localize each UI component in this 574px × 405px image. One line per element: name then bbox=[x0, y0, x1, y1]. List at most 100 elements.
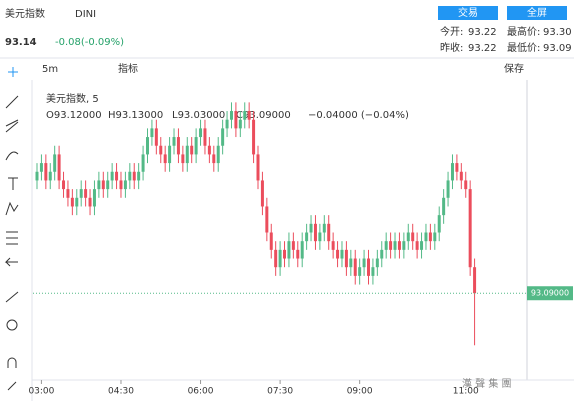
change: -0.08(-0.09%) bbox=[55, 37, 124, 48]
candle-body bbox=[256, 154, 260, 181]
candle-body bbox=[260, 180, 264, 207]
candle-body bbox=[393, 241, 397, 250]
candle-body bbox=[318, 232, 322, 242]
tools[interactable] bbox=[4, 67, 19, 391]
candle-body bbox=[194, 137, 198, 155]
candle-body bbox=[62, 180, 66, 190]
candle-body bbox=[327, 223, 331, 242]
fullscreen-label[interactable]: 全屏 bbox=[527, 6, 547, 19]
candle-body bbox=[203, 128, 207, 146]
candle-body bbox=[48, 171, 52, 181]
save[interactable]: 保存 bbox=[504, 62, 524, 75]
candle-body bbox=[119, 180, 123, 190]
watermark: 漢 聲 集 團 bbox=[462, 377, 512, 390]
indicators[interactable]: 指标 bbox=[118, 62, 138, 75]
candle-body bbox=[221, 128, 225, 146]
candle-body bbox=[384, 241, 388, 250]
candle-body bbox=[176, 137, 180, 155]
price: 93.14 bbox=[5, 37, 37, 48]
candle-body bbox=[437, 215, 441, 233]
last-price-tag bbox=[527, 286, 573, 301]
stat-label: 今开: bbox=[440, 25, 463, 38]
candle-body bbox=[424, 232, 428, 242]
last-price-label: 93.09000 bbox=[531, 289, 569, 298]
candle-body bbox=[380, 249, 384, 259]
symbol: DINI bbox=[75, 9, 96, 20]
candle-body bbox=[216, 145, 220, 164]
x-tick-label: 04:30 bbox=[108, 387, 134, 397]
candle-body bbox=[57, 154, 61, 181]
candle-body bbox=[97, 180, 101, 190]
fullscreen-button[interactable] bbox=[507, 6, 567, 20]
trade-button[interactable] bbox=[438, 6, 498, 20]
legend-high: H93.13000 bbox=[108, 110, 163, 121]
x-tick-label: 03:00 bbox=[28, 387, 54, 397]
x-tick-label: 07:30 bbox=[267, 387, 293, 397]
candle-body bbox=[84, 189, 88, 198]
candle-body bbox=[154, 128, 158, 146]
candle-body bbox=[181, 154, 185, 164]
stat-label: 最低价: bbox=[507, 41, 540, 54]
candle-body bbox=[146, 137, 149, 155]
candle-body bbox=[168, 145, 172, 164]
legend-open: O93.12000 bbox=[46, 110, 102, 121]
candle-body bbox=[353, 258, 357, 276]
candle-body bbox=[428, 232, 432, 242]
candle-body bbox=[229, 111, 233, 120]
legend-low: L93.03000 bbox=[172, 110, 225, 121]
x-tick-label: 11:00 bbox=[453, 387, 479, 397]
candle-body bbox=[411, 232, 415, 242]
candle-body bbox=[238, 119, 242, 129]
candle-body bbox=[296, 249, 300, 259]
candle-body bbox=[106, 180, 110, 190]
candle-body bbox=[137, 171, 141, 181]
candle-body bbox=[185, 145, 189, 164]
candle-body bbox=[101, 180, 105, 190]
title: 美元指数 bbox=[5, 7, 45, 20]
interval[interactable]: 5m bbox=[42, 64, 58, 75]
stat-value: 93.22 bbox=[468, 27, 497, 38]
candle-body bbox=[367, 258, 370, 276]
candle-body bbox=[389, 241, 393, 250]
candle-body bbox=[402, 241, 406, 250]
candle-body bbox=[455, 163, 459, 172]
candle-body bbox=[464, 180, 468, 190]
candle-body bbox=[473, 267, 477, 294]
candle-body bbox=[159, 145, 163, 155]
stat-value: 93.09 bbox=[543, 43, 572, 54]
candle-body bbox=[110, 171, 114, 181]
candle-body bbox=[92, 189, 96, 207]
candle-body bbox=[150, 128, 154, 138]
candle-body bbox=[269, 232, 273, 250]
candle-body bbox=[225, 119, 229, 129]
candle-body bbox=[415, 241, 419, 250]
candle-body bbox=[243, 111, 247, 120]
candle-body bbox=[163, 154, 167, 164]
candle-body bbox=[207, 145, 211, 155]
candle-body bbox=[331, 241, 335, 250]
trade-label[interactable]: 交易 bbox=[458, 6, 478, 19]
candle-body bbox=[190, 145, 194, 155]
stat-value: 93.30 bbox=[543, 27, 572, 38]
candle-body bbox=[450, 163, 454, 181]
candle-body bbox=[199, 128, 203, 138]
candle-body bbox=[442, 197, 446, 216]
candle-body bbox=[252, 119, 256, 155]
candle-body bbox=[53, 154, 57, 172]
candle-body bbox=[66, 189, 70, 198]
stat-label: 最高价: bbox=[507, 25, 540, 38]
candle-body bbox=[375, 258, 379, 268]
stat-value: 93.22 bbox=[468, 43, 497, 54]
candle-body bbox=[35, 171, 39, 181]
candle-body bbox=[39, 163, 43, 172]
candle-body bbox=[313, 223, 317, 242]
x-tick-label: 06:00 bbox=[188, 387, 214, 397]
candle-body bbox=[358, 267, 362, 276]
candle-body bbox=[132, 171, 136, 181]
candle-body bbox=[44, 163, 48, 181]
candle-body bbox=[305, 232, 309, 242]
candle-body bbox=[340, 249, 344, 259]
candle-body bbox=[283, 249, 287, 259]
legend-name: 美元指数, 5 bbox=[46, 92, 99, 105]
legend-close: C93.09000 bbox=[236, 110, 291, 121]
